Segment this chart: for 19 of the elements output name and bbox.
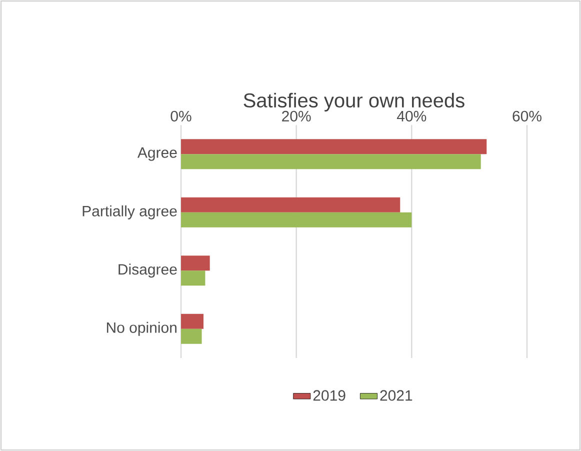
y-tick-label: No opinion [106, 322, 176, 336]
bar [181, 328, 202, 344]
bar [181, 154, 481, 170]
y-tick-label: Disagree [118, 264, 177, 278]
bar [181, 270, 206, 286]
legend-label: 2021 [380, 390, 412, 401]
x-tick-label: 20% [282, 110, 311, 122]
bar [181, 197, 400, 212]
bar [181, 212, 412, 228]
bar [181, 139, 487, 154]
bar [181, 256, 210, 271]
chart-title: Satisfies your own needs [244, 92, 464, 112]
y-tick-label: Partially agree [82, 205, 177, 220]
y-tick-label: Agree [137, 147, 177, 161]
legend-label: 2019 [313, 390, 346, 401]
x-tick-label: 60% [512, 110, 542, 122]
x-tick-label: 0% [170, 110, 192, 122]
bar [181, 314, 204, 329]
x-tick-label: 40% [397, 110, 426, 122]
